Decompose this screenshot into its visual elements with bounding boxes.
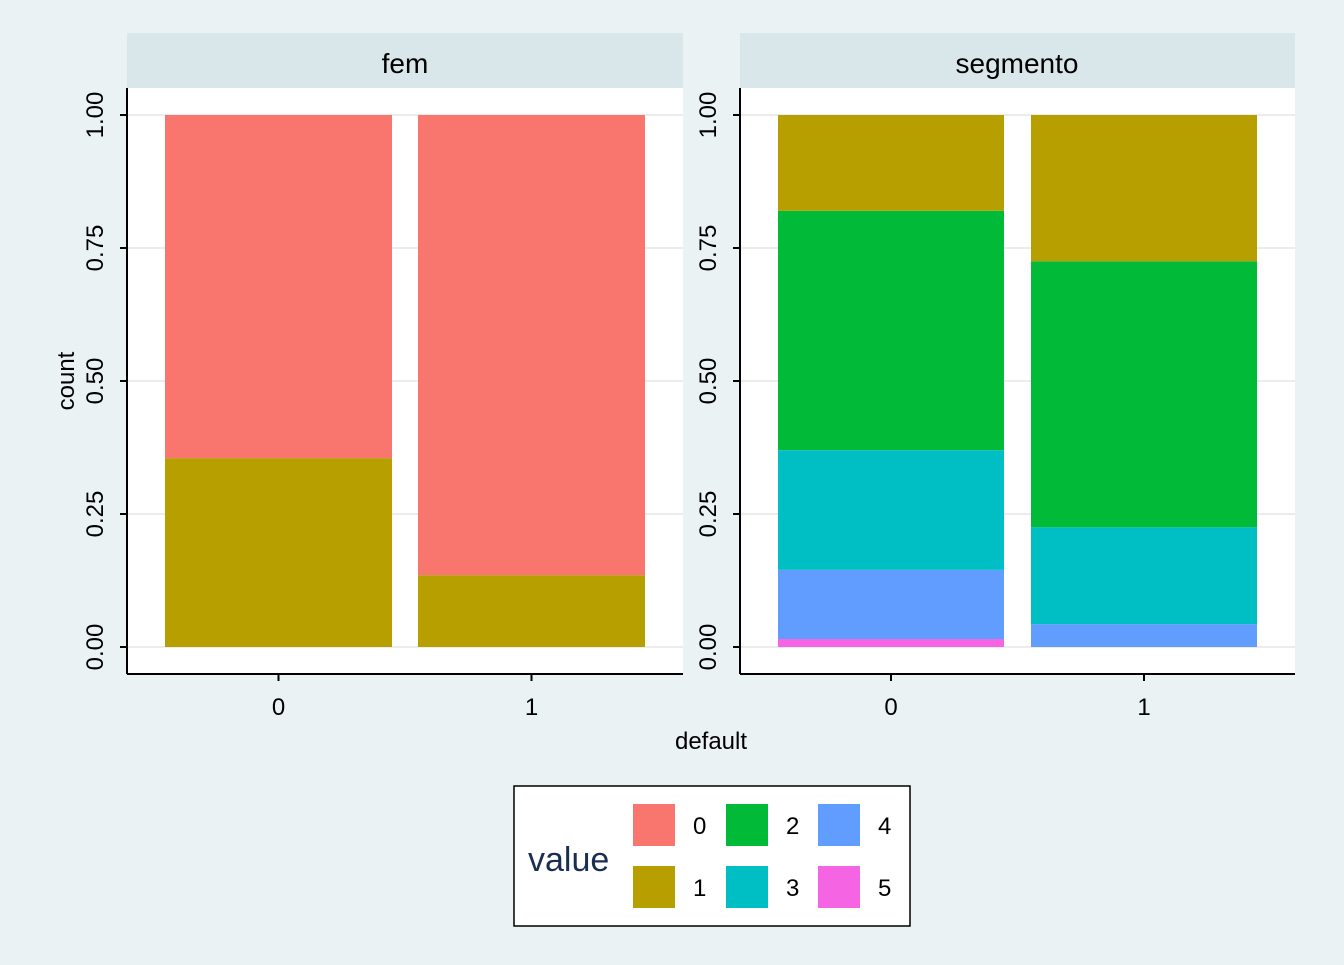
bar-segment-value-1-default-1: [418, 575, 645, 647]
bar-segment-value-0-default-1: [418, 115, 645, 576]
bar-segment-value-5-default-0: [778, 639, 1004, 647]
legend-title: value: [528, 841, 609, 879]
legend-label-0: 0: [693, 813, 706, 840]
y-tick-label: 0.75: [695, 225, 722, 272]
bars-fem: [165, 115, 645, 647]
bar-segment-value-1-default-0: [165, 458, 392, 647]
y-tick-label: 0.50: [82, 358, 109, 405]
bar-segment-value-1-default-0: [778, 115, 1004, 211]
y-tick-label: 0.00: [695, 624, 722, 671]
bar-segment-value-3-default-1: [1031, 527, 1257, 625]
y-tick-label: 0.50: [695, 358, 722, 405]
x-axis-title: default: [675, 728, 747, 755]
legend-swatch-3: [726, 866, 768, 908]
y-ticks-fem: 0.00 0.25 0.50 0.75 1.00: [82, 92, 127, 671]
y-tick-label: 1.00: [82, 92, 109, 139]
legend-swatch-1: [633, 866, 675, 908]
y-tick-label: 1.00: [695, 92, 722, 139]
facet-title-fem: fem: [382, 48, 429, 79]
bar-segment-value-3-default-0: [778, 450, 1004, 570]
x-tick-label: 0: [272, 694, 285, 721]
bars-segmento: [778, 115, 1257, 647]
legend-items: 0 1 2 3 4 5: [633, 804, 891, 908]
legend-swatch-4: [818, 804, 860, 846]
bar-segment-value-4-default-1: [1031, 624, 1257, 647]
facet-title-segmento: segmento: [956, 48, 1079, 79]
bar-segment-value-0-default-0: [165, 115, 392, 459]
legend-swatch-5: [818, 866, 860, 908]
y-ticks-segmento: 0.00 0.25 0.50 0.75 1.00: [695, 92, 740, 671]
y-tick-label: 0.00: [82, 624, 109, 671]
facet-strip-fem: [127, 33, 683, 88]
legend-swatch-2: [726, 804, 768, 846]
legend-label-5: 5: [878, 875, 891, 902]
x-tick-label: 1: [525, 694, 538, 721]
bar-segment-value-2-default-0: [778, 210, 1004, 451]
legend-label-4: 4: [878, 813, 891, 840]
facet-strip-segmento: [740, 33, 1295, 88]
y-tick-label: 0.75: [82, 225, 109, 272]
legend-label-2: 2: [786, 813, 799, 840]
bar-segment-value-2-default-1: [1031, 261, 1257, 528]
legend-label-1: 1: [693, 875, 706, 902]
legend-label-3: 3: [786, 875, 799, 902]
bar-segment-value-4-default-0: [778, 569, 1004, 640]
legend-swatch-0: [633, 804, 675, 846]
y-tick-label: 0.25: [695, 491, 722, 538]
y-axis-title: count: [53, 351, 80, 410]
legend: value 0 1 2 3 4 5: [513, 785, 911, 927]
x-tick-label: 1: [1137, 694, 1150, 721]
bar-segment-value-1-default-1: [1031, 115, 1257, 262]
x-tick-label: 0: [884, 694, 897, 721]
y-tick-label: 0.25: [82, 491, 109, 538]
